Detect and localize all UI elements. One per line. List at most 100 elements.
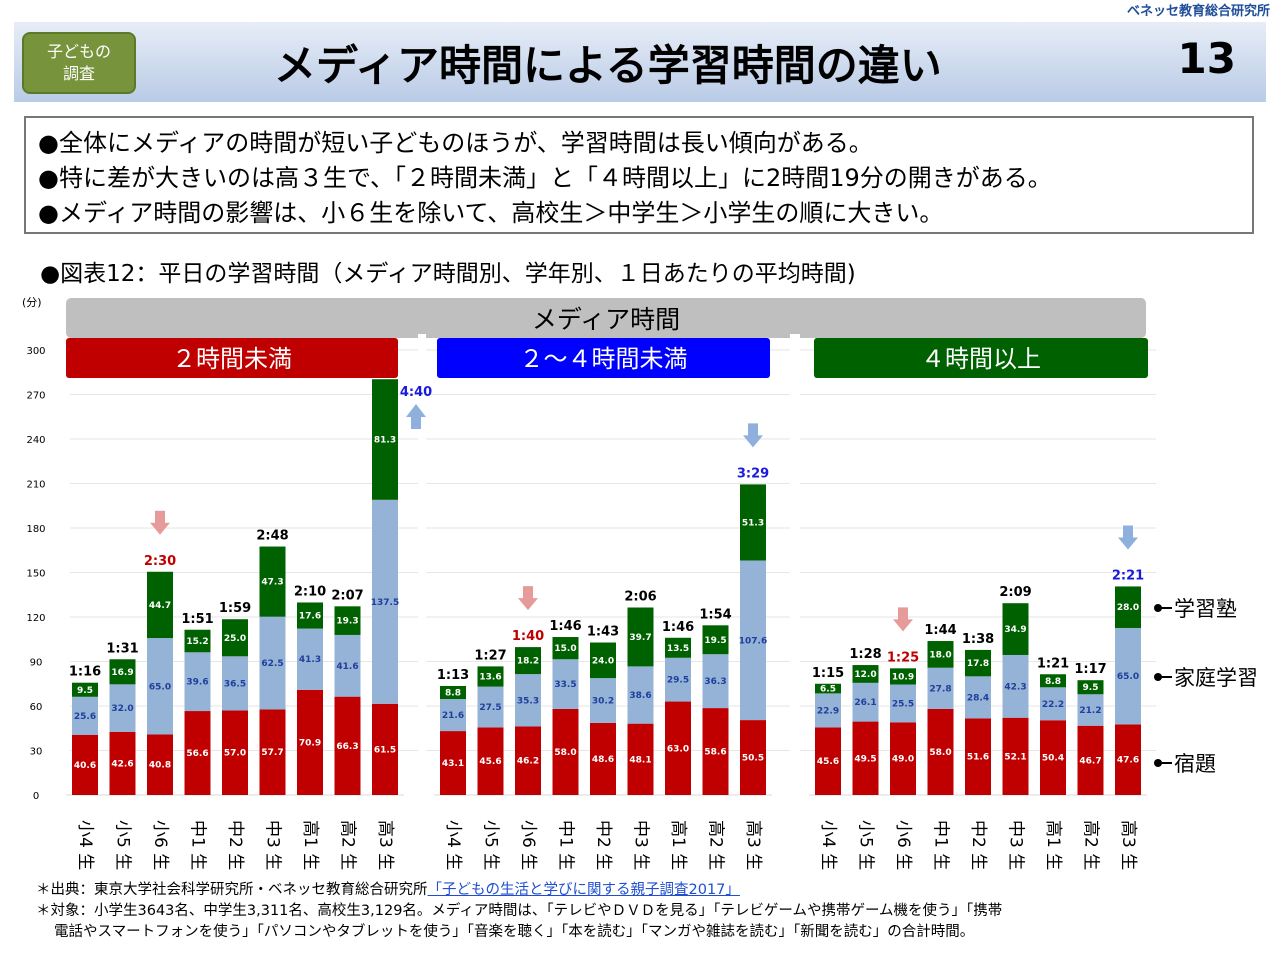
bar-homework — [815, 727, 841, 795]
data-label-home-study: 65.0 — [1117, 672, 1139, 682]
x-tick-label: 中3 生 — [1006, 820, 1026, 870]
figure-title: ●図表12：平日の学習時間（メディア時間別、学年別、１日あたりの平均時間) — [40, 261, 856, 287]
bar-home-study — [815, 693, 841, 728]
bar-homework — [890, 722, 916, 795]
bar-cram-school — [627, 607, 654, 667]
group-header-label: ２時間未満 — [172, 345, 292, 373]
x-tick-label: 小6 生 — [893, 820, 913, 870]
bar-total-label: 1:15 — [812, 666, 844, 681]
data-label-home-study: 26.1 — [854, 698, 876, 708]
data-label-cram-school: 25.0 — [224, 634, 246, 644]
data-label-cram-school: 24.0 — [592, 656, 614, 666]
bar-total-label: 1:13 — [437, 668, 469, 683]
bar-homework — [627, 723, 654, 795]
bar-home-study — [1115, 627, 1141, 725]
bar-cram-school — [1040, 674, 1066, 688]
bar-total-label: 1:51 — [181, 612, 213, 627]
data-label-homework: 70.9 — [299, 738, 321, 748]
data-label-home-study: 38.6 — [629, 691, 651, 701]
bar-total-label: 1:27 — [474, 648, 506, 663]
data-label-homework: 40.6 — [74, 761, 96, 771]
x-tick-label: 中3 生 — [631, 820, 651, 870]
down-arrow-icon — [743, 423, 763, 448]
bar-home-study — [965, 676, 991, 719]
bar-total-label: 1:17 — [1074, 662, 1106, 677]
source-link[interactable]: 「子どもの生活と学びに関する親子調査2017」 — [427, 882, 740, 898]
bar-home-study — [184, 652, 211, 712]
bar-cram-school — [927, 641, 954, 668]
data-label-home-study: 22.9 — [817, 706, 839, 716]
summary-line: ●特に差が大きいのは高３生で、「２時間未満」と「４時間以上」に2時間19分の開き… — [38, 164, 1052, 192]
y-tick-label: 180 — [26, 524, 45, 535]
bar-total-label: 4:40 — [400, 385, 432, 400]
bar-cram-school — [184, 629, 211, 653]
legend-label: 家庭学習 — [1174, 666, 1258, 690]
x-tick-label: 中3 生 — [263, 820, 283, 870]
data-label-homework: 56.6 — [186, 749, 208, 759]
bar-homework — [259, 709, 286, 795]
y-tick-label: 120 — [26, 613, 45, 624]
bar-total-label: 1:43 — [587, 625, 619, 640]
bar-cram-school — [259, 546, 286, 617]
y-axis-unit: (分) — [22, 296, 42, 309]
bar-cram-school — [702, 625, 729, 655]
data-label-homework: 58.0 — [929, 748, 951, 758]
bar-homework — [440, 731, 466, 795]
bar-total-label: 1:16 — [69, 665, 101, 680]
data-label-cram-school: 28.0 — [1117, 603, 1139, 613]
data-label-cram-school: 44.7 — [149, 601, 171, 611]
bar-home-study — [259, 616, 286, 710]
bar-home-study — [1040, 687, 1066, 721]
y-tick-label: 90 — [30, 658, 43, 669]
legend-label: 学習塾 — [1174, 597, 1237, 621]
bar-home-study — [552, 659, 579, 709]
data-label-homework: 61.5 — [374, 745, 396, 755]
x-tick-label: 小5 生 — [113, 820, 133, 870]
organization-name: ベネッセ教育総合研究所 — [1126, 4, 1270, 19]
bar-homework — [109, 731, 136, 795]
summary-box: ●全体にメディアの時間が短い子どものほうが、学習時間は長い傾向がある。 ●特に差… — [24, 116, 1254, 234]
bar-home-study — [665, 657, 691, 702]
bar-homework — [1002, 717, 1029, 795]
x-tick-label: 小4 生 — [75, 820, 95, 870]
bar-home-study — [222, 656, 248, 711]
x-tick-label: 中1 生 — [188, 820, 208, 870]
down-arrow-icon — [150, 510, 170, 535]
bar-cram-school — [665, 637, 691, 658]
bar-total-label: 1:44 — [924, 623, 956, 638]
data-label-homework: 43.1 — [442, 759, 464, 769]
x-tick-label: 高3 生 — [375, 820, 395, 870]
bar-total-label: 1:31 — [106, 641, 138, 656]
bar-cram-school — [1077, 680, 1104, 695]
bar-homework — [72, 734, 98, 795]
data-label-home-study: 107.6 — [739, 636, 767, 646]
data-label-cram-school: 10.9 — [892, 672, 914, 682]
bar-homework — [334, 696, 361, 795]
bar-cram-school — [852, 665, 879, 683]
data-label-cram-school: 8.8 — [445, 689, 461, 699]
bar-home-study — [852, 682, 879, 722]
bar-cram-school — [815, 683, 841, 694]
data-label-homework: 42.6 — [111, 759, 133, 769]
data-label-home-study: 42.3 — [1004, 682, 1026, 692]
data-label-home-study: 39.6 — [186, 678, 208, 688]
bar-home-study — [440, 699, 466, 732]
data-label-cram-school: 81.3 — [374, 436, 396, 446]
footnotes: ＊出典：東京大学社会科学研究所・ベネッセ教育総合研究所「子どもの生活と学びに関す… — [36, 880, 1002, 943]
data-label-cram-school: 13.6 — [479, 672, 501, 682]
bar-home-study — [297, 628, 323, 690]
y-tick-label: 210 — [26, 480, 45, 491]
bar-home-study — [477, 686, 504, 728]
bar-total-label: 3:29 — [737, 466, 769, 481]
data-label-homework: 63.0 — [667, 744, 689, 754]
bar-cram-school — [740, 484, 766, 561]
bar-total-label: 2:30 — [144, 554, 176, 569]
data-label-home-study: 41.6 — [336, 662, 358, 672]
bar-cram-school — [1115, 586, 1141, 628]
data-label-cram-school: 15.0 — [554, 644, 576, 654]
bar-home-study — [590, 678, 616, 723]
bar-cram-school — [72, 682, 98, 697]
bar-cram-school — [109, 659, 136, 685]
bar-cram-school — [965, 649, 991, 677]
bar-homework — [1115, 724, 1141, 795]
